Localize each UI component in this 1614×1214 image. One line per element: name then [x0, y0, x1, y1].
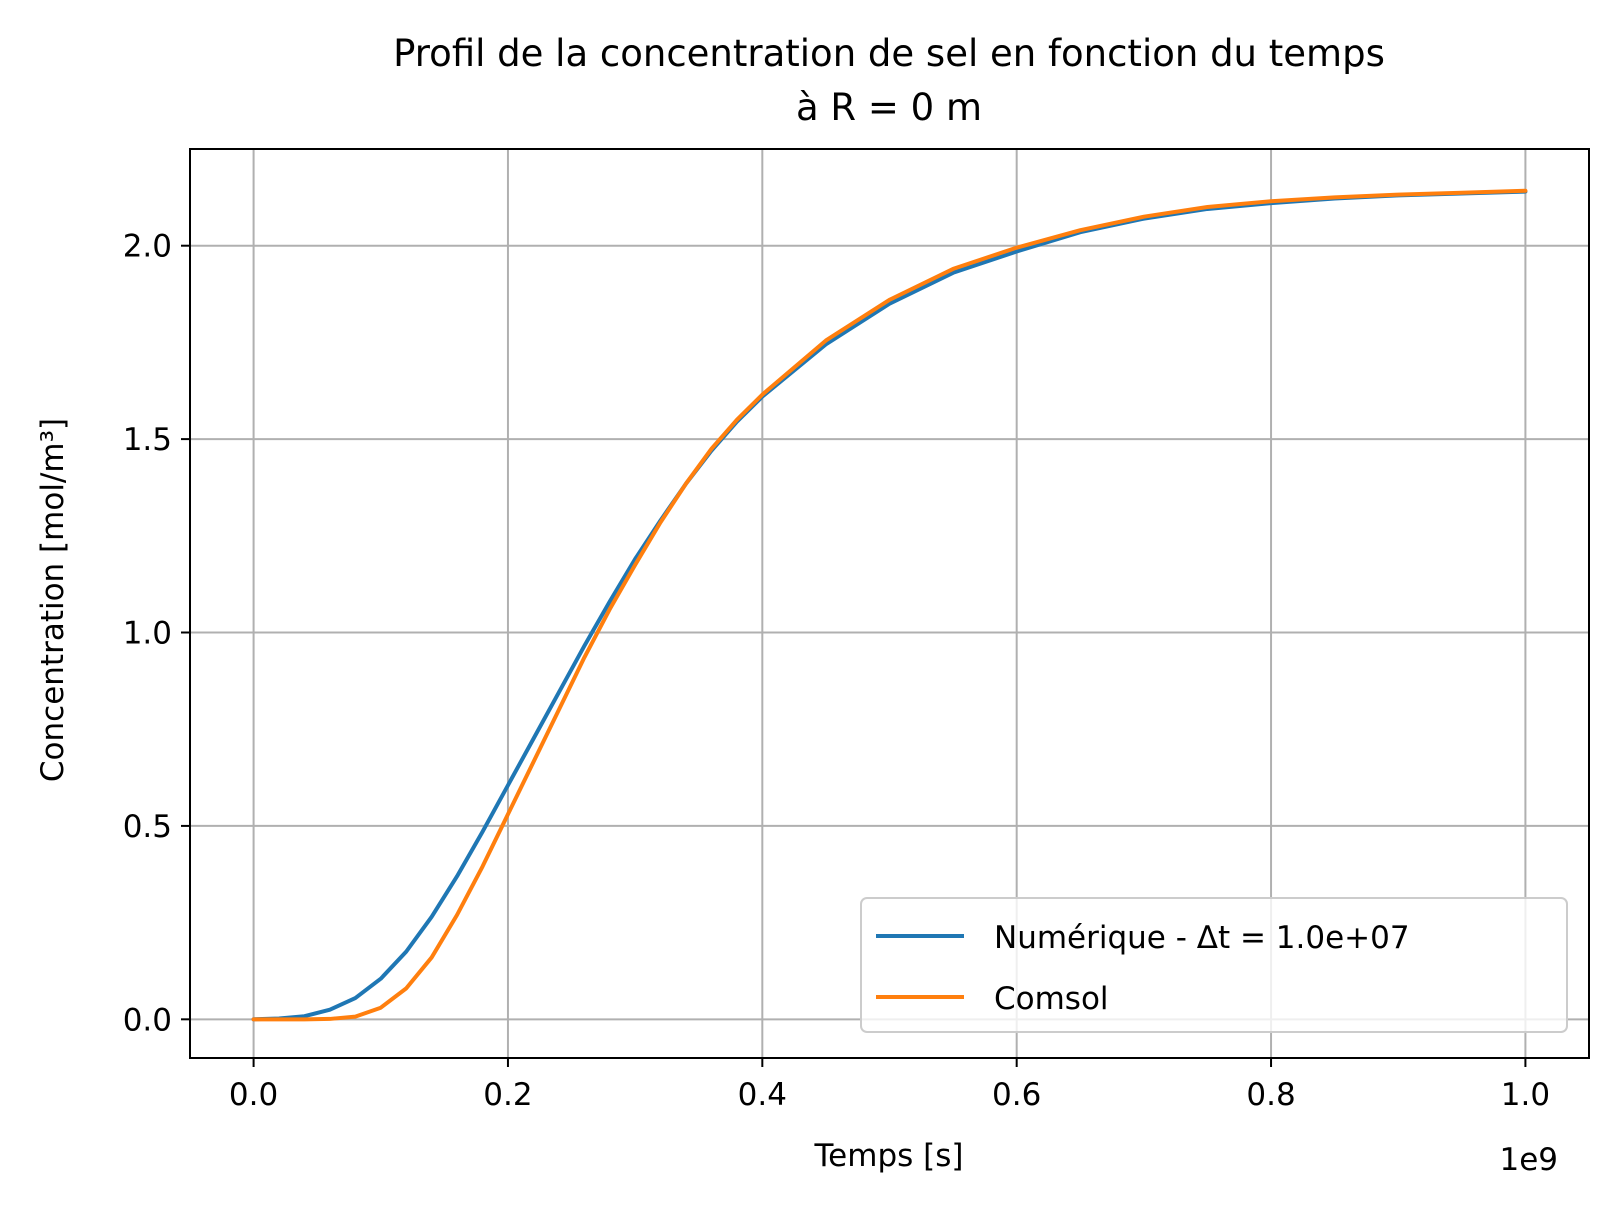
grid	[190, 149, 1589, 1058]
legend: Numérique - Δt = 1.0e+07 Comsol	[860, 897, 1568, 1033]
legend-box	[860, 897, 1568, 1033]
y-tick-label: 0.0	[123, 1002, 172, 1038]
plot-frame	[189, 148, 1590, 1059]
x-tick-label: 0.0	[229, 1077, 278, 1113]
x-tick-label: 0.4	[738, 1077, 787, 1113]
chart-subtitle: à R = 0 m	[796, 86, 982, 129]
x-axis-label: Temps [s]	[814, 1138, 964, 1174]
series-line-comsol	[251, 188, 1528, 1022]
legend-label-numerique: Numérique - Δt = 1.0e+07	[994, 920, 1410, 956]
y-tick-label: 2.0	[123, 229, 172, 265]
y-axis-label: Concentration [mol/m³]	[35, 418, 71, 782]
x-axis-offset-label: 1e9	[1499, 1142, 1558, 1178]
x-tick-label: 0.6	[992, 1077, 1041, 1113]
series-lines	[251, 188, 1528, 1022]
x-tick-label: 0.2	[483, 1077, 532, 1113]
x-tick-label: 0.8	[1246, 1077, 1295, 1113]
y-tick-label: 1.5	[123, 422, 172, 458]
axis-ticks: 0.0 0.2 0.4 0.6 0.8 1.0 0.0 0.5 1.0 1.5 2.0	[123, 229, 1550, 1113]
y-tick-label: 1.0	[123, 616, 172, 652]
y-tick-label: 0.5	[123, 809, 172, 845]
chart-title: Profil de la concentration de sel en fon…	[393, 32, 1385, 75]
legend-label-comsol: Comsol	[994, 981, 1109, 1017]
x-tick-label: 1.0	[1501, 1077, 1550, 1113]
